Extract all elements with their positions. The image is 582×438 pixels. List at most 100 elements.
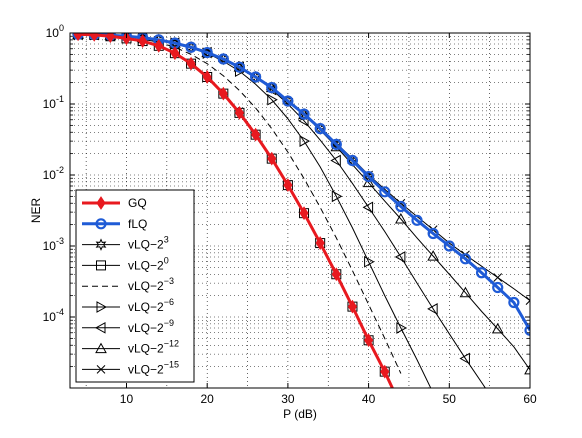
x-tick-label: 60: [523, 392, 537, 406]
legend-label: vLQ−2−15: [128, 359, 179, 376]
legend-marker: [95, 238, 107, 251]
data-point: [492, 281, 504, 294]
legend-label: fLQ: [128, 217, 147, 231]
legend-item: vLQ−2−6: [82, 297, 174, 314]
legend-marker: [94, 321, 106, 334]
y-tick-label: 10-1: [43, 94, 64, 111]
data-point: [394, 251, 406, 263]
data-point: [202, 70, 212, 84]
data-point: [89, 33, 99, 42]
data-point: [508, 296, 520, 309]
data-point: [331, 267, 341, 282]
legend-marker: [96, 365, 106, 374]
data-point: [331, 190, 343, 203]
data-point: [459, 286, 472, 298]
legend-label: vLQ−23: [128, 235, 169, 252]
legend-label: vLQ−2−6: [128, 297, 174, 314]
data-point: [186, 56, 196, 71]
data-point: [427, 250, 440, 261]
data-point: [314, 123, 326, 135]
data-point: [330, 154, 341, 167]
x-tick-label: 20: [201, 392, 215, 406]
legend-box: [75, 189, 195, 383]
data-point: [459, 352, 470, 365]
legend-label: GQ: [128, 196, 147, 210]
legend-item: GQ: [82, 196, 147, 210]
data-point: [170, 46, 180, 61]
data-point: [362, 201, 374, 214]
data-point: [459, 253, 472, 265]
series-layer: [72, 33, 530, 412]
data-point: [427, 303, 438, 315]
data-point: [443, 240, 455, 252]
x-tick-label: 10: [120, 392, 134, 406]
data-point: [493, 273, 503, 282]
data-point: [493, 401, 502, 411]
data-point: [396, 402, 405, 411]
data-point: [362, 170, 375, 183]
legend-item: vLQ−23: [82, 235, 169, 252]
data-point: [347, 299, 358, 314]
y-tick-label: 10-2: [43, 165, 64, 182]
y-axis-label: NER: [29, 198, 43, 224]
legend-marker: [95, 342, 107, 354]
legend-label: vLQ−2−12: [128, 339, 179, 356]
data-point: [267, 151, 277, 166]
data-point: [217, 53, 229, 65]
legend-marker: [95, 218, 107, 230]
legend: GQ fLQ vLQ−23 vLQ−20 vLQ−2−3 vLQ−2−6 vLQ−2−9 vL…: [75, 189, 195, 383]
data-point: [362, 176, 375, 188]
legend-label: vLQ−2−9: [128, 318, 174, 335]
legend-label: vLQ−2−3: [128, 276, 174, 293]
data-point: [395, 200, 407, 213]
legend-item: vLQ−2−15: [82, 359, 179, 376]
y-tick-label: 10-3: [43, 236, 64, 253]
data-point: [234, 105, 245, 120]
data-point: [379, 186, 391, 198]
data-point: [185, 41, 197, 53]
series-gq: [73, 33, 405, 412]
data-point: [475, 267, 488, 279]
data-point: [154, 38, 164, 53]
legend-marker: [96, 260, 106, 271]
data-point: [298, 108, 310, 120]
data-point: [346, 154, 359, 167]
x-tick-label: 30: [281, 392, 295, 406]
ticks: 10 20 30 40 50 60 100 10-1 10-2 10-3 10-4: [43, 23, 537, 406]
data-point: [411, 214, 423, 226]
legend-item: vLQ−2−9: [82, 318, 174, 335]
data-point: [121, 33, 132, 46]
data-point: [201, 46, 213, 59]
data-point: [363, 333, 374, 348]
data-point: [524, 363, 530, 375]
data-point: [250, 71, 262, 83]
data-point: [364, 255, 375, 268]
data-point: [299, 135, 311, 147]
data-point: [397, 400, 405, 412]
legend-label: vLQ−20: [128, 255, 169, 272]
y-tick-label: 100: [46, 23, 64, 40]
y-tick-label: 10-4: [43, 307, 64, 324]
legend-item: vLQ−20: [82, 255, 169, 272]
legend-marker: [96, 196, 106, 210]
data-point: [251, 127, 261, 142]
data-point: [282, 95, 294, 107]
data-point: [380, 364, 390, 379]
series-flq: [72, 33, 530, 336]
data-point: [138, 34, 148, 48]
data-point: [315, 236, 325, 250]
data-point: [396, 322, 407, 334]
legend-marker: [96, 301, 108, 313]
x-tick-label: 40: [362, 392, 376, 406]
data-point: [233, 61, 246, 73]
data-point: [266, 82, 278, 94]
legend-item: fLQ: [82, 217, 147, 231]
data-point: [218, 86, 228, 101]
legend-item: vLQ−2−3: [82, 276, 174, 293]
data-point: [525, 296, 530, 305]
x-axis-label: P (dB): [283, 407, 317, 421]
data-point: [428, 387, 431, 388]
legend-item: vLQ−2−12: [82, 339, 179, 356]
data-point: [524, 324, 530, 336]
